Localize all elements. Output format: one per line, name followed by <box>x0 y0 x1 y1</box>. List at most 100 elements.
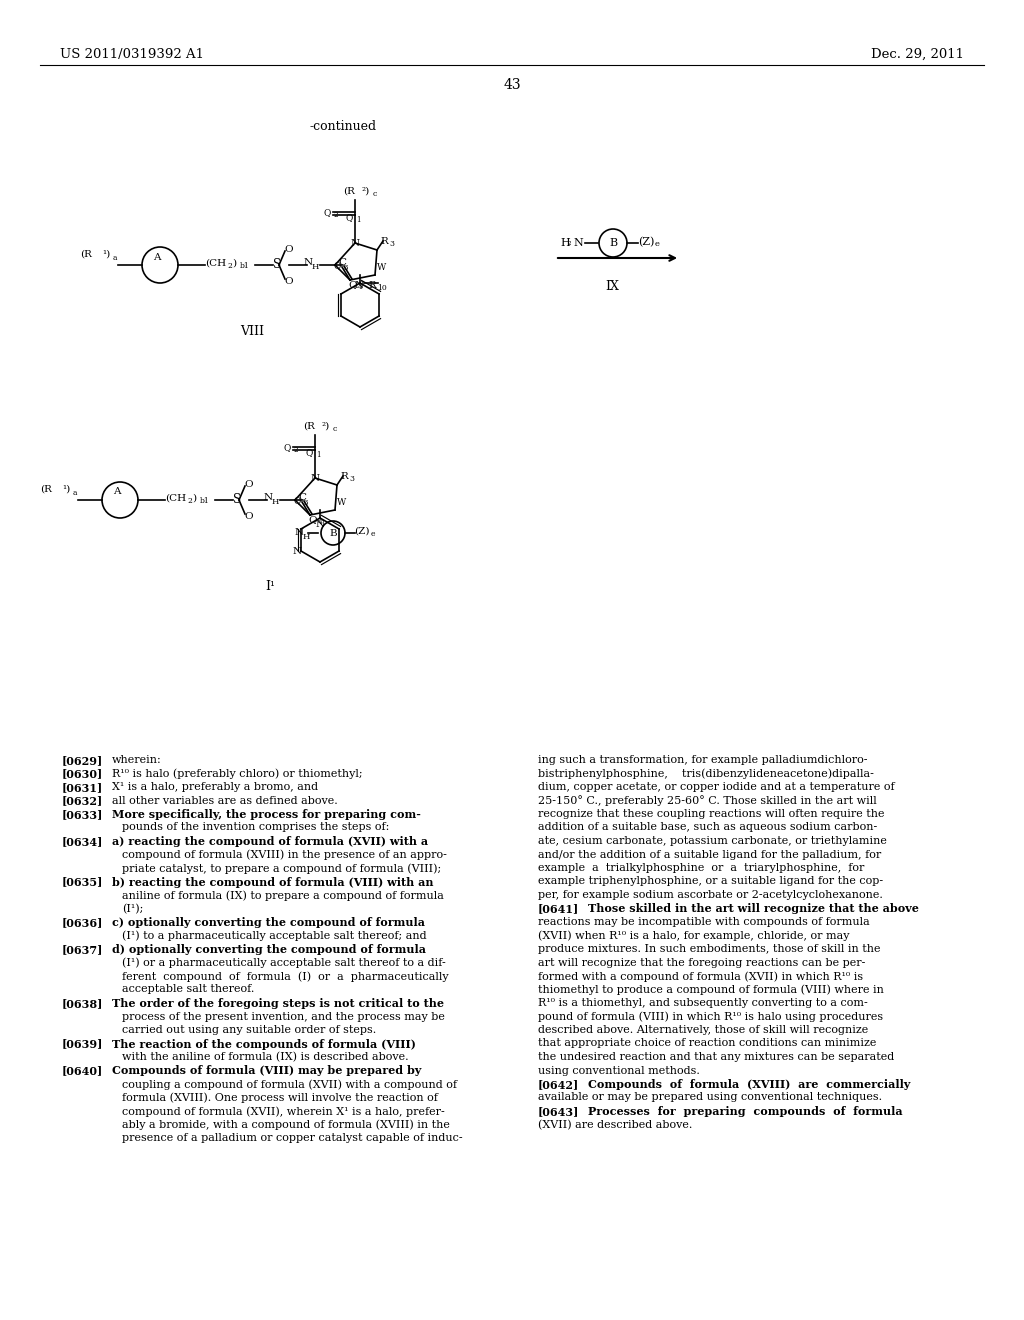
Text: pounds of the invention comprises the steps of:: pounds of the invention comprises the st… <box>122 822 389 833</box>
Text: [0637]: [0637] <box>62 944 103 954</box>
Text: [0638]: [0638] <box>62 998 103 1008</box>
Text: formula (XVIII). One process will involve the reaction of: formula (XVIII). One process will involv… <box>122 1093 438 1104</box>
Text: priate catalyst, to prepare a compound of formula (VIII);: priate catalyst, to prepare a compound o… <box>122 863 441 874</box>
Text: 2: 2 <box>227 261 231 271</box>
Text: N: N <box>293 546 302 556</box>
Text: [0643]: [0643] <box>538 1106 580 1117</box>
Text: (I¹) or a pharmaceutically acceptable salt thereof to a dif-: (I¹) or a pharmaceutically acceptable sa… <box>122 957 445 968</box>
Text: The order of the foregoing steps is not critical to the: The order of the foregoing steps is not … <box>112 998 444 1008</box>
Text: (CH: (CH <box>205 259 226 268</box>
Text: C: C <box>338 257 346 267</box>
Text: ably a bromide, with a compound of formula (XVIII) in the: ably a bromide, with a compound of formu… <box>122 1119 450 1130</box>
Text: A: A <box>113 487 121 496</box>
Text: ate, cesium carbonate, potassium carbonate, or triethylamine: ate, cesium carbonate, potassium carbona… <box>538 836 887 846</box>
Text: aniline of formula (IX) to prepare a compound of formula: aniline of formula (IX) to prepare a com… <box>122 890 443 900</box>
Text: produce mixtures. In such embodiments, those of skill in the: produce mixtures. In such embodiments, t… <box>538 944 881 954</box>
Text: 10: 10 <box>377 284 387 292</box>
Text: available or may be prepared using conventional techniques.: available or may be prepared using conve… <box>538 1093 882 1102</box>
Text: B: B <box>609 238 617 248</box>
Text: example triphenylphosphine, or a suitable ligand for the cop-: example triphenylphosphine, or a suitabl… <box>538 876 883 887</box>
Text: the undesired reaction and that any mixtures can be separated: the undesired reaction and that any mixt… <box>538 1052 894 1063</box>
Text: per, for example sodium ascorbate or 2-acetylcyclohexanone.: per, for example sodium ascorbate or 2-a… <box>538 890 883 900</box>
Text: [0642]: [0642] <box>538 1078 580 1090</box>
Text: (Z): (Z) <box>354 527 370 536</box>
Text: and/or the addition of a suitable ligand for the palladium, for: and/or the addition of a suitable ligand… <box>538 850 882 859</box>
Text: 25-150° C., preferably 25-60° C. Those skilled in the art will: 25-150° C., preferably 25-60° C. Those s… <box>538 796 877 807</box>
Text: ²): ²) <box>362 187 371 195</box>
Text: compound of formula (XVII), wherein X¹ is a halo, prefer-: compound of formula (XVII), wherein X¹ i… <box>122 1106 444 1117</box>
Text: 1: 1 <box>316 451 321 459</box>
Text: N: N <box>311 474 321 483</box>
Text: (XVII) when R¹⁰ is a halo, for example, chloride, or may: (XVII) when R¹⁰ is a halo, for example, … <box>538 931 850 941</box>
Text: Compounds  of  formula  (XVIII)  are  commercially: Compounds of formula (XVIII) are commerc… <box>588 1078 910 1090</box>
Text: IX: IX <box>605 280 618 293</box>
Text: [0629]: [0629] <box>62 755 103 766</box>
Text: ¹): ¹) <box>102 249 111 259</box>
Text: N: N <box>351 239 360 248</box>
Text: (R: (R <box>80 249 92 259</box>
Text: H: H <box>272 498 280 506</box>
Text: The reaction of the compounds of formula (VIII): The reaction of the compounds of formula… <box>112 1039 416 1049</box>
Text: ): ) <box>193 494 197 503</box>
Text: acceptable salt thereof.: acceptable salt thereof. <box>122 985 254 994</box>
Text: N: N <box>295 528 304 537</box>
Text: [0636]: [0636] <box>62 917 103 928</box>
Text: X¹ is a halo, preferably a bromo, and: X¹ is a halo, preferably a bromo, and <box>112 781 318 792</box>
Text: coupling a compound of formula (XVII) with a compound of: coupling a compound of formula (XVII) wi… <box>122 1078 457 1089</box>
Text: using conventional methods.: using conventional methods. <box>538 1065 699 1076</box>
Text: -continued: -continued <box>310 120 377 133</box>
Text: described above. Alternatively, those of skill will recognize: described above. Alternatively, those of… <box>538 1026 868 1035</box>
Text: 2: 2 <box>293 446 298 454</box>
Text: Q: Q <box>346 213 353 222</box>
Text: recognize that these coupling reactions will often require the: recognize that these coupling reactions … <box>538 809 885 818</box>
Text: O: O <box>284 277 293 286</box>
Text: b1: b1 <box>200 498 210 506</box>
Text: that appropriate choice of reaction conditions can minimize: that appropriate choice of reaction cond… <box>538 1039 877 1048</box>
Text: [0641]: [0641] <box>538 903 580 915</box>
Text: a: a <box>73 488 78 498</box>
Text: ₂: ₂ <box>568 238 571 247</box>
Text: c) optionally converting the compound of formula: c) optionally converting the compound of… <box>112 917 425 928</box>
Text: [0634]: [0634] <box>62 836 103 847</box>
Text: (R: (R <box>343 187 355 195</box>
Text: b) reacting the compound of formula (VIII) with an: b) reacting the compound of formula (VII… <box>112 876 433 887</box>
Text: W: W <box>337 498 346 507</box>
Text: [0630]: [0630] <box>62 768 103 780</box>
Text: ¹): ¹) <box>62 484 71 494</box>
Text: 2: 2 <box>333 211 338 219</box>
Text: VIII: VIII <box>240 325 264 338</box>
Text: Q: Q <box>333 261 340 271</box>
Text: O: O <box>244 480 253 488</box>
Text: (I¹) to a pharmaceutically acceptable salt thereof; and: (I¹) to a pharmaceutically acceptable sa… <box>122 931 427 941</box>
Text: [0639]: [0639] <box>62 1039 103 1049</box>
Text: (XVII) are described above.: (XVII) are described above. <box>538 1119 692 1130</box>
Text: 3: 3 <box>389 240 394 248</box>
Text: e: e <box>371 531 376 539</box>
Text: thiomethyl to produce a compound of formula (VIII) where in: thiomethyl to produce a compound of form… <box>538 985 884 995</box>
Text: art will recognize that the foregoing reactions can be per-: art will recognize that the foregoing re… <box>538 957 865 968</box>
Text: R¹⁰ is halo (preferably chloro) or thiomethyl;: R¹⁰ is halo (preferably chloro) or thiom… <box>112 768 362 779</box>
Text: Q: Q <box>323 209 331 216</box>
Text: O: O <box>244 512 253 521</box>
Text: Dec. 29, 2011: Dec. 29, 2011 <box>871 48 964 61</box>
Text: example  a  trialkylphosphine  or  a  triarylphosphine,  for: example a trialkylphosphine or a triaryl… <box>538 863 864 873</box>
Text: R: R <box>380 238 388 246</box>
Text: ²): ²) <box>322 422 331 432</box>
Text: S: S <box>273 257 282 271</box>
Text: Processes  for  preparing  compounds  of  formula: Processes for preparing compounds of for… <box>588 1106 902 1117</box>
Text: A: A <box>153 252 161 261</box>
Text: 2: 2 <box>187 498 191 506</box>
Text: [0633]: [0633] <box>62 809 103 820</box>
Text: carried out using any suitable order of steps.: carried out using any suitable order of … <box>122 1026 376 1035</box>
Text: Q: Q <box>283 444 291 451</box>
Text: B: B <box>329 528 337 537</box>
Text: H: H <box>312 263 319 271</box>
Text: H: H <box>560 238 569 248</box>
Text: (R: (R <box>40 484 52 494</box>
Text: Q: Q <box>348 280 356 289</box>
Text: More specifically, the process for preparing com-: More specifically, the process for prepa… <box>112 809 421 820</box>
Text: reactions may be incompatible with compounds of formula: reactions may be incompatible with compo… <box>538 917 869 927</box>
Text: R: R <box>368 281 376 290</box>
Text: (R: (R <box>303 422 314 432</box>
Text: wherein:: wherein: <box>112 755 162 766</box>
